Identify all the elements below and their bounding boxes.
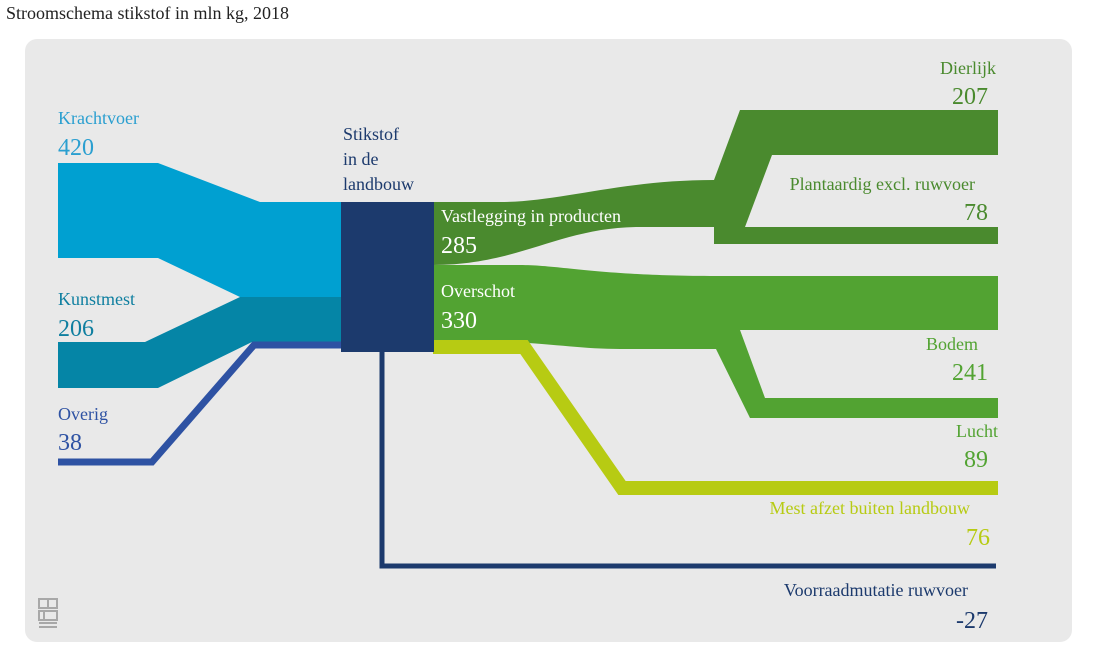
label-lucht: Lucht xyxy=(956,421,998,441)
flow-mest xyxy=(433,340,998,495)
value-overschot: 330 xyxy=(441,308,477,334)
value-mest: 76 xyxy=(966,525,990,551)
label-dierlijk: Dierlijk xyxy=(940,58,996,78)
label-kunstmest: Kunstmest xyxy=(58,289,135,309)
label-voorraad: Voorraadmutatie ruwvoer xyxy=(784,580,968,600)
flow-overschot xyxy=(433,265,716,349)
value-vastlegging: 285 xyxy=(441,233,477,259)
value-overig: 38 xyxy=(58,430,82,456)
flow-kunstmest xyxy=(58,297,342,388)
value-plantaardig: 78 xyxy=(964,200,988,226)
label-overschot: Overschot xyxy=(441,281,515,301)
flow-lucht xyxy=(716,330,998,418)
cbs-logo-icon xyxy=(38,598,58,628)
value-voorraad: -27 xyxy=(956,608,988,634)
label-vastlegging: Vastlegging in producten xyxy=(441,206,621,226)
flow-dierlijk xyxy=(714,110,998,227)
page-title: Stroomschema stikstof in mln kg, 2018 xyxy=(6,3,289,23)
center-label-line2: in de xyxy=(343,149,379,169)
label-krachtvoer: Krachtvoer xyxy=(58,108,139,128)
value-bodem: 241 xyxy=(952,360,988,386)
flow-bodem xyxy=(716,276,998,330)
label-plantaardig: Plantaardig excl. ruwvoer xyxy=(790,174,975,194)
flow-krachtvoer xyxy=(58,163,342,297)
value-dierlijk: 207 xyxy=(952,84,988,110)
flow-vastlegging xyxy=(433,180,714,265)
flow-overig xyxy=(58,341,342,466)
center-node xyxy=(341,202,434,352)
value-kunstmest: 206 xyxy=(58,316,94,342)
label-bodem: Bodem xyxy=(926,334,978,354)
value-krachtvoer: 420 xyxy=(58,135,94,161)
label-mest: Mest afzet buiten landbouw xyxy=(770,498,970,518)
center-label-line3: landbouw xyxy=(343,174,414,194)
flow-voorraadmutatie xyxy=(379,350,996,569)
flow-plantaardig xyxy=(714,227,998,244)
center-label-line1: Stikstof xyxy=(343,124,399,144)
value-lucht: 89 xyxy=(964,447,988,473)
label-overig: Overig xyxy=(58,404,108,424)
